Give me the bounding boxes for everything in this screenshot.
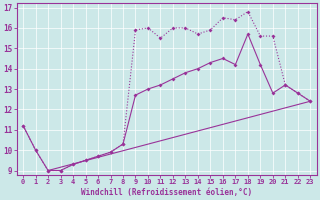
X-axis label: Windchill (Refroidissement éolien,°C): Windchill (Refroidissement éolien,°C): [81, 188, 252, 197]
